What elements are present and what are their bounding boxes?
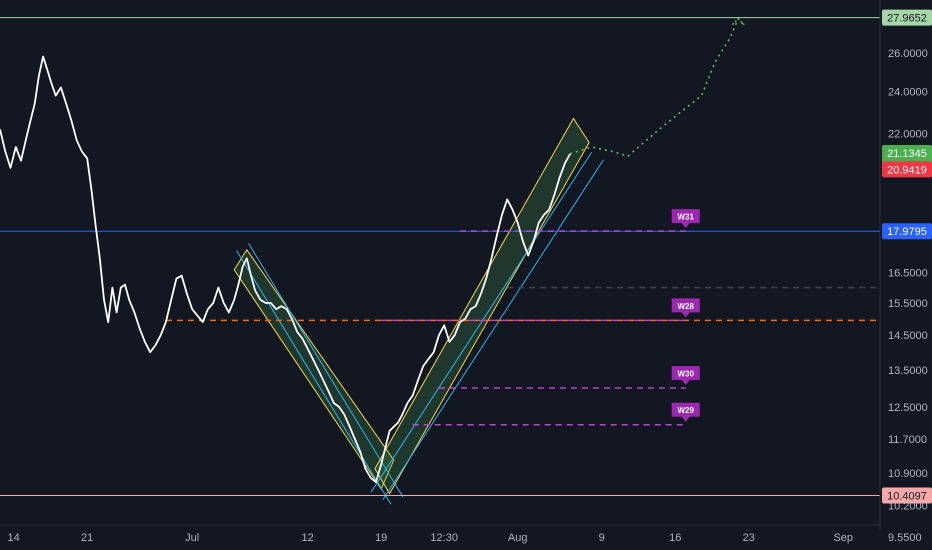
y-tick-label-6: 13.5000 <box>888 365 928 377</box>
series-line-0 <box>0 55 571 484</box>
y-tick-label-4: 15.5000 <box>888 298 928 310</box>
x-tick-label-6: Aug <box>508 532 528 544</box>
trend-channel-1 <box>374 117 590 495</box>
x-tick-label-5: 12:30 <box>430 532 458 544</box>
trend-channel-0 <box>233 248 395 491</box>
channel-guide-line-1-1 <box>370 152 593 493</box>
y-tick-label-2: 22.0000 <box>888 129 928 141</box>
x-tick-label-10: Sep <box>833 532 853 544</box>
x-tick-label-8: 16 <box>669 532 681 544</box>
x-tick-label-4: 19 <box>375 532 387 544</box>
weekly-badge-label-1: W28 <box>678 302 695 311</box>
price-level-tag-2-label: 10.4097 <box>887 490 927 502</box>
current-price-label: 21.1345 <box>887 148 927 160</box>
time-axis[interactable]: 14 21 Jul 12 19 12:30 Aug 9 16 23 Sep <box>8 532 854 544</box>
weekly-badge-3 <box>671 402 700 422</box>
ask-price-label: 20.9419 <box>887 164 927 176</box>
weekly-badge-label-2: W30 <box>678 370 695 379</box>
weekly-badge-1 <box>671 298 700 318</box>
projection-arrow <box>731 17 745 26</box>
y-tick-label-0: 26.0000 <box>888 48 928 60</box>
x-tick-label-3: 12 <box>302 532 314 544</box>
y-tick-label-5: 14.5000 <box>888 330 928 342</box>
price-level-tag-1-bg <box>882 223 932 240</box>
price-level-tag-0-bg <box>882 9 932 26</box>
x-tick-label-7: 9 <box>599 532 605 544</box>
y-tick-label-3: 16.5000 <box>888 268 928 280</box>
plot-area[interactable]: W31 W28 W30 W29 <box>0 17 880 505</box>
weekly-badge-label-3: W29 <box>678 406 695 415</box>
channel-guide-line-1-0 <box>382 159 604 501</box>
weekly-badge-0 <box>671 209 700 229</box>
price-level-tag-2-bg <box>882 487 932 504</box>
weekly-badge-label-0: W31 <box>678 213 695 222</box>
price-level-tag-1-label: 17.9795 <box>887 226 927 238</box>
weekly-badge-2 <box>671 366 700 386</box>
y-tick-label-7: 12.5000 <box>888 402 928 414</box>
y-tick-label-9: 10.9000 <box>888 468 928 480</box>
x-tick-label-9: 23 <box>743 532 755 544</box>
x-tick-label-2: Jul <box>185 532 199 544</box>
y-tick-label-8: 11.7000 <box>888 434 927 446</box>
y-tick-label-1: 24.0000 <box>888 87 928 99</box>
series-line-1 <box>569 17 746 157</box>
channel-guide-line-0-1 <box>248 243 404 498</box>
y-tick-label-11: 9.5500 <box>888 532 922 544</box>
ask-price-tag-bg <box>882 161 932 178</box>
x-tick-label-1: 21 <box>81 532 93 544</box>
channel-guide-line-0-0 <box>236 250 392 505</box>
price-level-tag-0-label: 27.9652 <box>887 13 927 25</box>
x-tick-label-0: 14 <box>8 532 20 544</box>
